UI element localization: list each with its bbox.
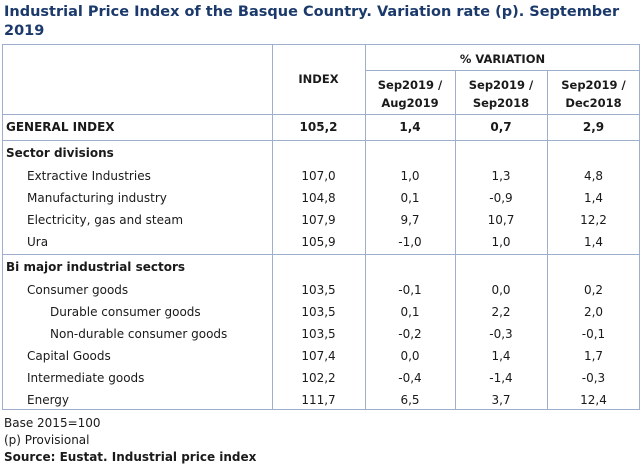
row-v3: 12,4 — [580, 393, 607, 407]
row-v3: 2,9 — [582, 120, 605, 134]
row-index: 103,5 — [301, 283, 336, 297]
row-v1: 0,0 — [400, 349, 420, 363]
header-variation: % VARIATION — [459, 52, 546, 66]
source-note: Source: Eustat. Industrial price index — [4, 450, 257, 464]
row-label: Consumer goods — [27, 283, 129, 297]
row-v1: -0,1 — [398, 283, 422, 297]
row-index: 105,9 — [301, 235, 336, 249]
header-col3-line2: Dec2018 — [565, 96, 622, 110]
row-v1: 1,4 — [399, 120, 421, 134]
row-v1: 0,1 — [400, 191, 420, 205]
row-label: Ura — [27, 235, 49, 249]
row-v1: 1,0 — [400, 169, 420, 183]
row-index: 107,9 — [301, 213, 336, 227]
row-v2: 0,7 — [490, 120, 512, 134]
row-index: 104,8 — [301, 191, 336, 205]
row-divider — [365, 70, 640, 71]
row-v3: -0,1 — [581, 327, 606, 341]
row-index: 107,0 — [301, 169, 336, 183]
row-v3: 12,2 — [580, 213, 607, 227]
row-v3: 2,0 — [583, 305, 604, 319]
row-v2: 0,0 — [491, 283, 511, 297]
row-v3: 0,2 — [583, 283, 604, 297]
row-label: Durable consumer goods — [50, 305, 201, 319]
row-v2: 3,7 — [491, 393, 511, 407]
row-index: 103,5 — [301, 305, 336, 319]
row-v1: 6,5 — [400, 393, 420, 407]
row-v3: 4,8 — [583, 169, 604, 183]
header-col2: Sep2019 / Sep2018 — [455, 76, 547, 112]
row-divider — [2, 140, 640, 141]
row-label: Extractive Industries — [27, 169, 151, 183]
row-v1: -1,0 — [398, 235, 422, 249]
row-v3: 1,4 — [583, 235, 604, 249]
row-divider — [2, 254, 640, 255]
row-v3: 1,7 — [583, 349, 604, 363]
data-table — [2, 44, 640, 410]
row-v2: 1,3 — [491, 169, 511, 183]
row-v1: 0,1 — [400, 305, 420, 319]
row-v2: 10,7 — [487, 213, 515, 227]
footnote-provisional: (p) Provisional — [4, 433, 90, 447]
row-v2: -0,3 — [489, 327, 513, 341]
table-title: Industrial Price Index of the Basque Cou… — [4, 4, 620, 39]
footnote-base: Base 2015=100 — [4, 416, 101, 430]
row-index: 103,5 — [301, 327, 336, 341]
row-divider — [2, 114, 640, 115]
row-v1: -0,4 — [398, 371, 422, 385]
row-index: 107,4 — [301, 349, 336, 363]
header-col2-line2: Sep2018 — [472, 96, 530, 110]
row-v2: 1,0 — [491, 235, 511, 249]
header-col3-line1: Sep2019 / — [561, 78, 626, 92]
row-label: Manufacturing industry — [27, 191, 167, 205]
row-index: 105,2 — [299, 120, 338, 134]
row-v1: -0,2 — [398, 327, 422, 341]
row-index: 102,2 — [301, 371, 336, 385]
header-col3: Sep2019 / Dec2018 — [547, 76, 640, 112]
row-v2: 1,4 — [491, 349, 511, 363]
column-divider — [272, 44, 273, 410]
row-label: Intermediate goods — [27, 371, 145, 385]
column-divider — [547, 70, 548, 410]
row-v2: -0,9 — [489, 191, 513, 205]
row-label: Energy — [27, 393, 70, 407]
row-v1: 9,7 — [400, 213, 420, 227]
header-col1-line1: Sep2019 / — [377, 78, 443, 92]
row-v2: -1,4 — [489, 371, 513, 385]
row-label: Non-durable consumer goods — [50, 327, 228, 341]
row-label: Capital Goods — [27, 349, 111, 363]
section-title: Bi major industrial sectors — [6, 260, 186, 274]
row-label: Electricity, gas and steam — [27, 213, 184, 227]
row-v3: -0,3 — [581, 371, 606, 385]
section-title: Sector divisions — [6, 146, 114, 160]
row-v3: 1,4 — [583, 191, 604, 205]
column-divider — [455, 70, 456, 410]
header-col1-line2: Aug2019 — [381, 96, 439, 110]
row-index: 111,7 — [301, 393, 336, 407]
row-label: GENERAL INDEX — [6, 120, 115, 134]
header-col1: Sep2019 / Aug2019 — [365, 76, 455, 112]
header-index: INDEX — [298, 72, 339, 86]
header-col2-line1: Sep2019 / — [468, 78, 534, 92]
column-divider — [365, 44, 366, 410]
row-v2: 2,2 — [491, 305, 511, 319]
